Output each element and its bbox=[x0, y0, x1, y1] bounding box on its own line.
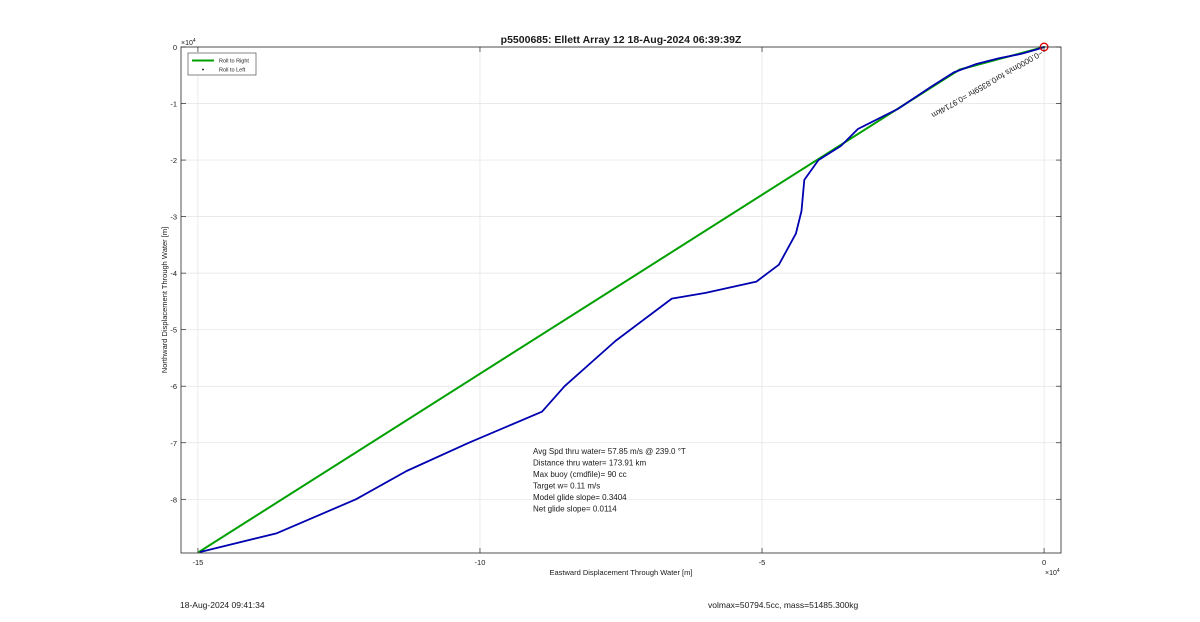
x-tick-label: -15 bbox=[193, 558, 204, 567]
y-axis-exponent: ×104 bbox=[181, 38, 196, 47]
stats-line: Max buoy (cmdfile)= 90 cc bbox=[533, 470, 627, 479]
y-tick-label: -4 bbox=[170, 269, 177, 278]
legend-box bbox=[187, 52, 257, 76]
footer-summary: volmax=50794.5cc, mass=51485.300kg bbox=[708, 600, 859, 610]
stats-line: Model glide slope= 0.3404 bbox=[533, 493, 627, 502]
y-tick-label: -3 bbox=[170, 213, 177, 222]
legend-label-roll-left: Roll to Left bbox=[219, 68, 246, 74]
y-axis-label: Northward Displacement Through Water [m] bbox=[160, 227, 169, 373]
x-axis-exponent: ×104 bbox=[1045, 568, 1060, 577]
legend-label-roll-right: Roll to Right bbox=[219, 59, 249, 65]
legend: Roll to Right Roll to Left bbox=[187, 52, 257, 76]
y-tick-label: -8 bbox=[170, 495, 177, 504]
y-tick-label: -2 bbox=[170, 156, 177, 165]
footer-timestamp: 18-Aug-2024 09:41:34 bbox=[180, 600, 265, 610]
legend-swatch-roll-left bbox=[202, 68, 204, 71]
ticks: -15 -10 -5 0 0 -1 -2 -3 -4 -5 -6 -7 -8 bbox=[170, 43, 1061, 567]
stats-line: Avg Spd thru water= 57.85 m/s @ 239.0 °T bbox=[533, 447, 686, 456]
y-tick-label: -1 bbox=[170, 100, 177, 109]
plot-area-background bbox=[181, 47, 1061, 553]
stats-line: Target w= 0.11 m/s bbox=[533, 482, 600, 491]
y-tick-label: 0 bbox=[173, 43, 177, 52]
plot-area-frame bbox=[180, 46, 1062, 554]
x-tick-label: -10 bbox=[475, 558, 486, 567]
stats-block: Avg Spd thru water= 57.85 m/s @ 239.0 °T… bbox=[533, 447, 686, 514]
stats-line: Net glide slope= 0.0114 bbox=[533, 505, 617, 514]
x-tick-label: 0 bbox=[1042, 558, 1046, 567]
x-axis-label: Eastward Displacement Through Water [m] bbox=[550, 568, 693, 577]
y-tick-label: -6 bbox=[170, 382, 177, 391]
grid bbox=[181, 46, 1061, 553]
x-tick-label: -5 bbox=[759, 558, 766, 567]
stats-line: Distance thru water= 173.91 km bbox=[533, 459, 647, 468]
series-line-glider-track bbox=[199, 46, 1045, 553]
chart-title: p5500685: Ellett Array 12 18-Aug-2024 06… bbox=[501, 34, 742, 46]
y-tick-label: -5 bbox=[170, 326, 177, 335]
y-tick-label: -7 bbox=[170, 439, 177, 448]
